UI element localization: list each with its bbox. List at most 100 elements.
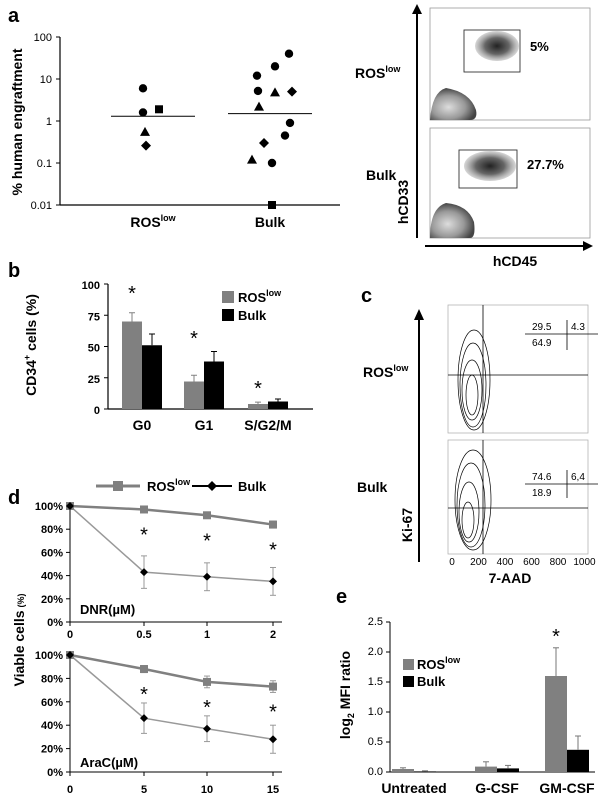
a-ylabel: % human engraftment [9,48,25,195]
b-ytick-label: 25 [88,374,100,386]
d-dnr-xtick-label: 0.5 [136,629,151,641]
a-flow-ros-negative-population [430,88,477,120]
e-bar [545,676,567,772]
c-xtick-label: 800 [550,557,567,568]
e-significance-star: * [552,626,560,648]
e-legend-bulk-swatch [403,676,414,687]
a-ytick-label: 0.1 [37,158,52,170]
c-xtick-label: 600 [523,557,540,568]
a-flow-bulk-positive-population [464,151,516,181]
a-category-ros: ROSlow [130,213,176,230]
d-arac-ytick-label: 20% [41,744,63,756]
d-dnr-significance-star: * [269,540,277,562]
d-arac-ytick-label: 60% [41,697,63,709]
a-data-point [259,137,269,148]
a-flow-ros-label: ROSlow [355,64,401,81]
d-arac-ytick-label: 100% [35,650,63,662]
d-arac-series-line [69,654,274,740]
e-bar [475,766,497,772]
c-bulk-q-top-right: 6,4 [571,472,585,483]
a-flow-ros-gate [463,29,521,73]
d-arac-treatment-label: AraC(µM) [80,755,138,770]
d-arac-ros-marker [269,682,277,691]
e-legend-bulk-label: Bulk [417,674,446,689]
b-bar [268,401,288,409]
d-dnr-xtick-label: 2 [270,629,276,641]
e-legend-ros-label: ROSlow [417,655,461,672]
d-dnr-xtick-label: 0 [67,629,73,641]
b-ylabel: CD34+ cells (%) [22,294,39,396]
panel-label-e: e [336,586,347,608]
a-flow-ros-positive-population [475,31,519,61]
d-dnr-significance-star: * [203,530,211,552]
d-dnr-bulk-marker [269,577,277,586]
d-dnr-ytick-label: 0% [47,617,63,629]
a-data-point [270,62,280,71]
a-ytick-label: 10 [40,74,52,86]
a-flow-bulk-label: Bulk [366,167,397,183]
c-xtick-label: 1000 [573,557,596,568]
a-data-point [280,131,290,140]
d-arac-xtick-label: 10 [201,784,213,796]
b-ytick-label: 100 [82,280,100,292]
d-dnr-series-line [69,505,274,583]
b-category-label: G0 [133,417,152,433]
d-arac-bulk-marker [203,724,211,733]
d-dnr-bulk-marker [140,568,148,577]
d-legend-ros-label: ROSlow [147,477,191,494]
d-dnr-ytick-label: 60% [41,547,63,559]
e-ytick-label: 1.0 [368,706,383,718]
a-data-point [138,108,148,117]
d-dnr-ros-marker [269,520,277,529]
b-bar [248,404,268,409]
d-ylabel: Viable cells(%) [11,593,27,686]
mfi-ratio-bar-chart: log2 MFI ratio 0.0 0.5 1.0 1.5 2.0 2.5 Untrea… [337,616,595,796]
b-category-label: S/G2/M [244,417,291,433]
panel-label-b: b [8,260,20,282]
d-arac-xtick-label: 0 [67,784,73,796]
a-flow-bulk-gate-pct: 27.7% [527,157,564,172]
d-dnr-xtick-label: 1 [204,629,210,641]
a-data-point [141,140,151,151]
d-arac-significance-star: * [140,684,148,706]
cell-cycle-bar-chart: CD34+ cells (%) 0 25 50 75 100 G0 G1 S/G2/M * *… [22,280,313,433]
e-ytick-label: 0.0 [368,766,383,778]
d-arac-bulk-marker [66,651,74,659]
a-flow-y-arrowhead [412,4,422,14]
engraftment-scatter-plot: % human engraftment 100 10 1 0.1 0.01 ROSlow… [9,32,340,230]
b-bar [142,345,162,409]
d-dnr-ros-marker [140,505,148,514]
c-plot-ros-frame [447,304,589,434]
b-category-label: G1 [195,417,214,433]
c-bulk-q-bottom: 18.9 [532,488,552,499]
c-ylabel: Ki-67 [399,508,415,542]
c-ros-contours [457,329,491,431]
b-bar [204,361,224,409]
engraftment-flow-plots: hCD33 hCD45 5% ROSlow 27.7% Bulk [355,4,593,269]
a-ytick-label: 1 [46,116,52,128]
a-data-point [287,86,297,97]
a-data-point [155,105,163,114]
a-flow-x-arrowhead [583,241,593,251]
e-legend-ros-swatch [403,659,414,670]
d-dnr-bulk-marker [66,502,74,510]
d-dnr-ytick-label: 20% [41,594,63,606]
c-bulk-contours [454,449,492,551]
b-significance-star: * [254,378,262,400]
b-bar [184,381,204,409]
a-flow-xlabel: hCD45 [493,253,538,269]
e-category-label: G-CSF [475,780,519,796]
e-bar [567,749,589,772]
a-data-point [284,49,294,58]
d-arac-bulk-marker [269,735,277,744]
a-data-point [247,154,257,164]
a-data-point [267,158,277,168]
c-ros-label: ROSlow [363,363,409,380]
b-legend-ros-swatch [222,291,234,303]
b-ytick-label: 75 [88,311,100,323]
a-ytick-label: 0.01 [31,200,52,212]
b-significance-star: * [128,283,136,305]
a-data-point [285,118,295,128]
d-arac-significance-star: * [269,702,277,724]
d-arac-xtick-label: 15 [267,784,279,796]
